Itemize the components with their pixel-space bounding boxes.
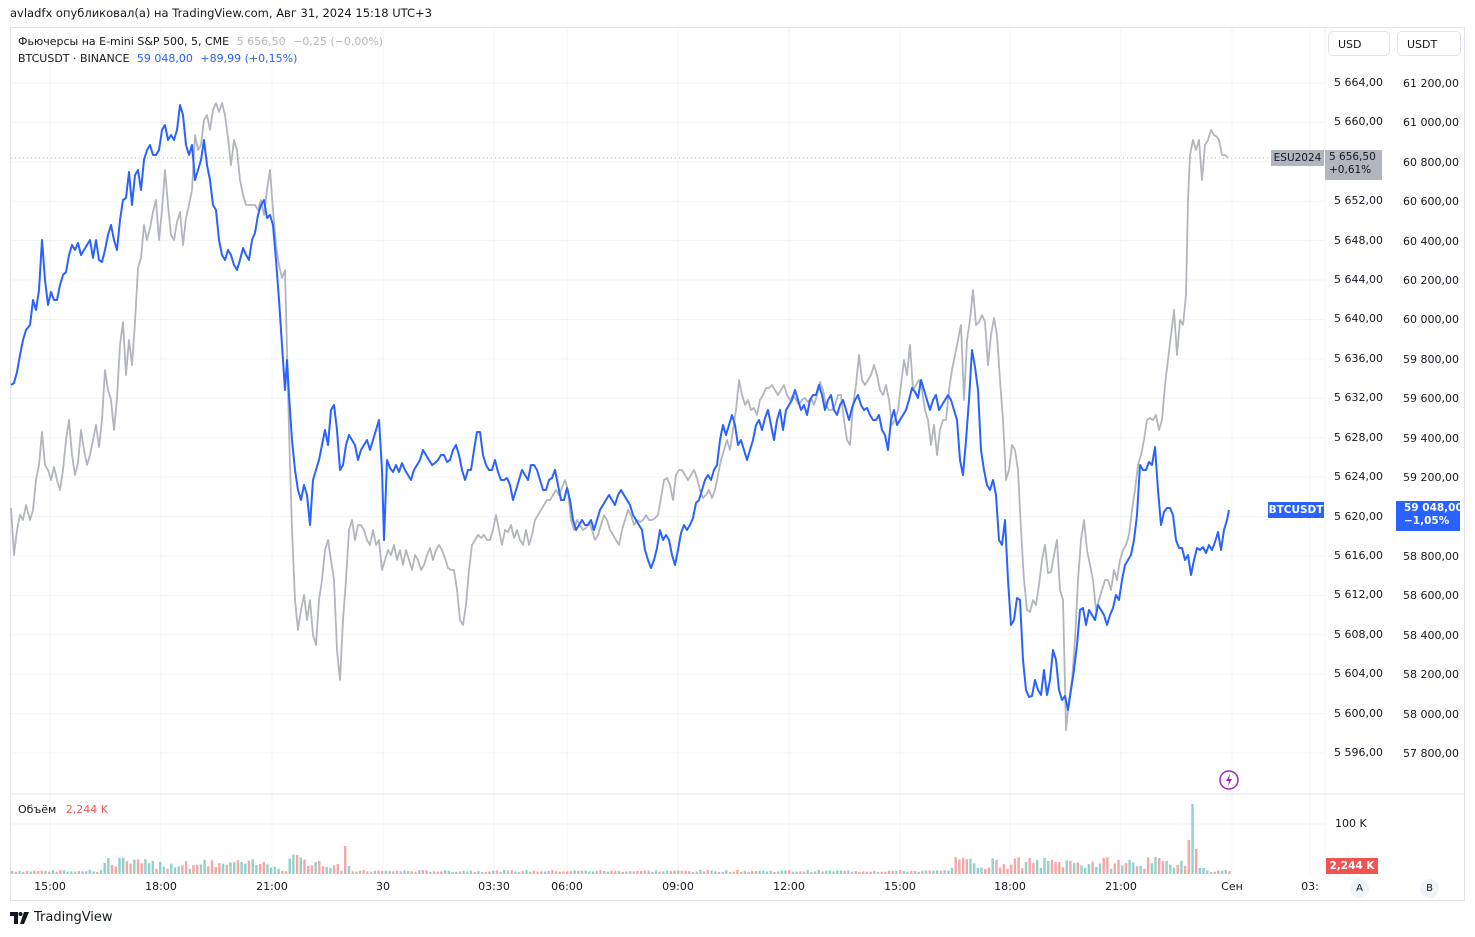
legend-es[interactable]: Фьючерсы на E-mini S&P 500, 5, CME 5 656… bbox=[18, 35, 383, 48]
volume-tag: 2,244 K bbox=[1326, 858, 1378, 874]
grid bbox=[11, 28, 1325, 875]
usdt-tick: 60 800,00 bbox=[1403, 155, 1459, 169]
es-symbol-tag: ESU2024 bbox=[1271, 150, 1324, 166]
legend-btc-name: BTCUSDT · BINANCE bbox=[18, 52, 130, 65]
usd-tick: 5 616,00 bbox=[1334, 548, 1383, 562]
usd-tick: 5 636,00 bbox=[1334, 351, 1383, 365]
time-tick: 06:00 bbox=[551, 880, 583, 893]
btc-symbol-tag: BTCUSDT bbox=[1268, 502, 1324, 518]
time-tick: 15:00 bbox=[34, 880, 66, 893]
usd-tick: 5 628,00 bbox=[1334, 430, 1383, 444]
legend-btc-change: +89,99 (+0,15%) bbox=[200, 52, 298, 65]
time-tick: 30 bbox=[376, 880, 390, 893]
time-tick: 18:00 bbox=[994, 880, 1026, 893]
usdt-tick: 59 400,00 bbox=[1403, 431, 1459, 445]
legend-btc-price: 59 048,00 bbox=[136, 52, 193, 65]
usdt-tick: 60 000,00 bbox=[1403, 313, 1459, 327]
usdt-tick: 57 800,00 bbox=[1403, 747, 1459, 760]
usdt-tick: 58 000,00 bbox=[1403, 707, 1459, 721]
usd-tick: 5 648,00 bbox=[1334, 233, 1383, 247]
legend-es-change: −0,25 (−0,00%) bbox=[293, 35, 384, 48]
auto-scale-button[interactable]: A bbox=[1350, 879, 1369, 898]
es-price-tag-value: 5 656,50 bbox=[1329, 151, 1376, 163]
usd-tick: 5 664,00 bbox=[1334, 76, 1383, 89]
es-price-tag: 5 656,50 +0,61% bbox=[1325, 150, 1382, 180]
usdt-tick: 58 800,00 bbox=[1403, 549, 1459, 563]
usdt-tick: 58 200,00 bbox=[1403, 668, 1459, 682]
usdt-tick: 58 400,00 bbox=[1403, 628, 1459, 642]
usd-tick: 5 604,00 bbox=[1334, 667, 1383, 681]
tradingview-logo-icon bbox=[10, 911, 29, 924]
chart-frame bbox=[10, 27, 1465, 901]
usd-tick: 5 640,00 bbox=[1334, 312, 1383, 326]
time-tick: Сен bbox=[1221, 880, 1243, 893]
volume-legend[interactable]: Объём 2,244 K bbox=[18, 803, 108, 816]
time-tick: 03: bbox=[1301, 880, 1319, 893]
tradingview-brand: TradingView bbox=[34, 910, 113, 925]
legend-es-price: 5 656,50 bbox=[236, 35, 286, 48]
usd-currency-button[interactable]: USD bbox=[1328, 31, 1390, 56]
usdt-tick: 60 400,00 bbox=[1403, 234, 1459, 248]
usd-tick: 5 624,00 bbox=[1334, 470, 1383, 484]
time-tick: 09:00 bbox=[662, 880, 694, 893]
volume-label: Объём bbox=[18, 803, 57, 816]
time-tick: 15:00 bbox=[884, 880, 916, 893]
btc-price-tag-value: 59 048,00 bbox=[1404, 502, 1463, 514]
usdt-tick: 60 200,00 bbox=[1403, 274, 1459, 288]
usd-tick: 5 660,00 bbox=[1334, 115, 1383, 129]
usd-tick: 5 644,00 bbox=[1334, 273, 1383, 287]
publisher-line: avladfx опубликовал(а) на TradingView.co… bbox=[10, 6, 432, 20]
usdt-tick: 61 000,00 bbox=[1403, 116, 1459, 130]
usd-tick: 5 652,00 bbox=[1334, 194, 1383, 208]
b-scale-button[interactable]: B bbox=[1420, 879, 1439, 898]
usdt-tick: 60 600,00 bbox=[1403, 195, 1459, 209]
legend-es-name: Фьючерсы на E-mini S&P 500, 5, CME bbox=[18, 35, 230, 48]
time-tick: 18:00 bbox=[145, 880, 177, 893]
usdt-tick: 59 600,00 bbox=[1403, 392, 1459, 406]
lightning-alert-icon[interactable] bbox=[1219, 770, 1239, 790]
volume-value: 2,244 K bbox=[65, 803, 108, 816]
volume-axis-tick: 100 K bbox=[1335, 817, 1367, 830]
btc-price-line bbox=[10, 104, 1230, 711]
time-tick: 21:00 bbox=[1105, 880, 1137, 893]
usdt-currency-button[interactable]: USDT bbox=[1397, 31, 1461, 56]
btc-price-tag-change: −1,05% bbox=[1404, 515, 1450, 527]
legend-btc[interactable]: BTCUSDT · BINANCE 59 048,00 +89,99 (+0,1… bbox=[18, 52, 297, 65]
volume-bars bbox=[11, 804, 1231, 874]
time-tick: 03:30 bbox=[478, 880, 510, 893]
time-tick: 21:00 bbox=[256, 880, 288, 893]
es-price-tag-change: +0,61% bbox=[1329, 164, 1372, 176]
usdt-tick: 59 800,00 bbox=[1403, 352, 1459, 366]
time-tick: 12:00 bbox=[773, 880, 805, 893]
usd-tick: 5 596,00 bbox=[1334, 746, 1383, 759]
usdt-tick: 58 600,00 bbox=[1403, 589, 1459, 603]
usd-tick: 5 632,00 bbox=[1334, 391, 1383, 405]
usd-tick: 5 620,00 bbox=[1334, 509, 1383, 523]
es-price-line bbox=[10, 102, 1229, 731]
usd-tick: 5 612,00 bbox=[1334, 588, 1383, 602]
usd-tick: 5 600,00 bbox=[1334, 706, 1383, 720]
usd-tick: 5 608,00 bbox=[1334, 627, 1383, 641]
usdt-tick: 59 200,00 bbox=[1403, 471, 1459, 485]
btc-price-tag: 59 048,00 −1,05% bbox=[1396, 501, 1463, 531]
tradingview-logo[interactable]: TradingView bbox=[10, 910, 113, 925]
usdt-tick: 61 200,00 bbox=[1403, 77, 1459, 90]
